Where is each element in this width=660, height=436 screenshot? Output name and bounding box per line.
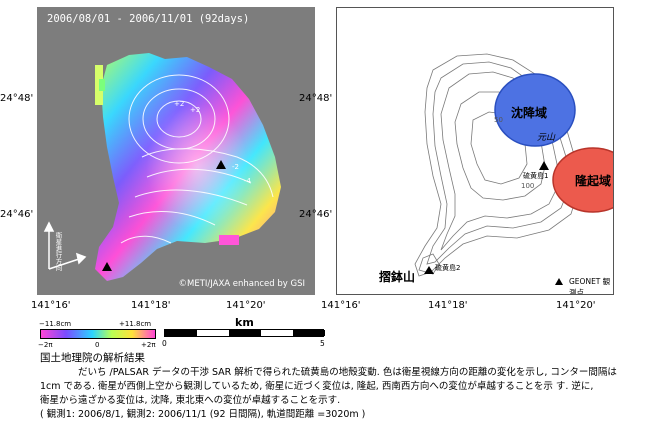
lon-label-16-left: 141°16' (31, 300, 71, 311)
colorbar-max-phase: +2π (141, 341, 156, 349)
caption: 国土地理院の解析結果 だいち /PALSAR データの干渉 SAR 解析で得られ… (40, 351, 652, 422)
station-marker-2 (424, 266, 434, 274)
copyright-text: ©METI/JAXA enhanced by GSI (178, 279, 306, 289)
station1-label: 硫黄島1 (523, 172, 549, 180)
caption-heading: 国土地理院の解析結果 (40, 352, 145, 364)
date-range: 2006/08/01 - 2006/11/01 (92days) (47, 13, 250, 25)
caption-line-4: ( 観測1: 2006/8/1, 観測2: 2006/11/1 (92 日間隔)… (40, 409, 366, 420)
gnss-legend-marker (555, 278, 563, 285)
contour-lines (120, 74, 274, 244)
topographic-map (414, 53, 613, 285)
caption-line-2: 1cm である. 衛星が西側上空から観測しているため, 衛星に近づく変位は, 隆… (40, 381, 594, 392)
genzan-label: 元山 (537, 133, 556, 143)
station-marker-1 (216, 160, 226, 169)
subsidence-zone (494, 73, 576, 147)
suribachi-label: 摺鉢山 (379, 270, 416, 284)
contour-label: 50 (494, 116, 503, 124)
satellite-direction-arrows (43, 221, 87, 270)
caption-line-3: 衛星から遠ざかる変位は, 沈降, 東北東への変位が卓越することを示す. (40, 395, 341, 406)
station-marker-2 (102, 262, 112, 271)
contour-label: +2 (190, 106, 201, 114)
scale-start: 0 (162, 339, 167, 348)
station2-label: 硫黄島2 (435, 264, 461, 272)
lat-label-top-right: 24°48' (299, 93, 333, 104)
track-label: 衛星進行方向 (54, 232, 62, 271)
subsidence-label: 沈降域 (511, 106, 548, 120)
uplift-label: 隆起域 (575, 174, 612, 188)
lon-label-20-left: 141°20' (226, 300, 266, 311)
lon-label-18-right: 141°18' (428, 300, 468, 311)
station-marker-1 (539, 161, 549, 170)
caption-line-1: だいち /PALSAR データの干渉 SAR 解析で得られた硫黄島の地殻変動. … (78, 367, 617, 378)
colorbar-max-cm: +11.8cm (119, 320, 152, 328)
lat-label-bottom-right: 24°46' (299, 209, 333, 220)
lon-label-16-right: 141°16' (321, 300, 361, 311)
lat-label-bottom-left: 24°46' (0, 209, 34, 220)
contour-label: 100 (521, 182, 535, 190)
lon-label-20-right: 141°20' (556, 300, 596, 311)
contour-label: +2 (174, 100, 185, 108)
contour-label: -4 (244, 177, 251, 185)
interferogram-map (43, 53, 281, 281)
colorbar (40, 329, 156, 339)
contour-label: -2 (232, 163, 239, 171)
scale-end: 5 (320, 339, 325, 348)
scale-bar (164, 329, 325, 337)
interferogram-panel: 2006/08/01 - 2006/11/01 (92days) ©METI/J… (37, 7, 315, 295)
gnss-legend-text: GEONET 観測点 (569, 277, 611, 295)
interpretation-panel: 沈降域 隆起域 元山 硫黄島1 硫黄島2 摺鉢山 50 100 GEONET 観… (336, 7, 614, 295)
colorbar-mid-phase: 0 (95, 341, 100, 349)
scale-unit: km (235, 316, 254, 329)
uplift-zone (552, 147, 613, 213)
colorbar-min-phase: −2π (38, 341, 53, 349)
lat-label-top-left: 24°48' (0, 93, 34, 104)
lon-label-18-left: 141°18' (131, 300, 171, 311)
colorbar-min-cm: −11.8cm (39, 320, 72, 328)
